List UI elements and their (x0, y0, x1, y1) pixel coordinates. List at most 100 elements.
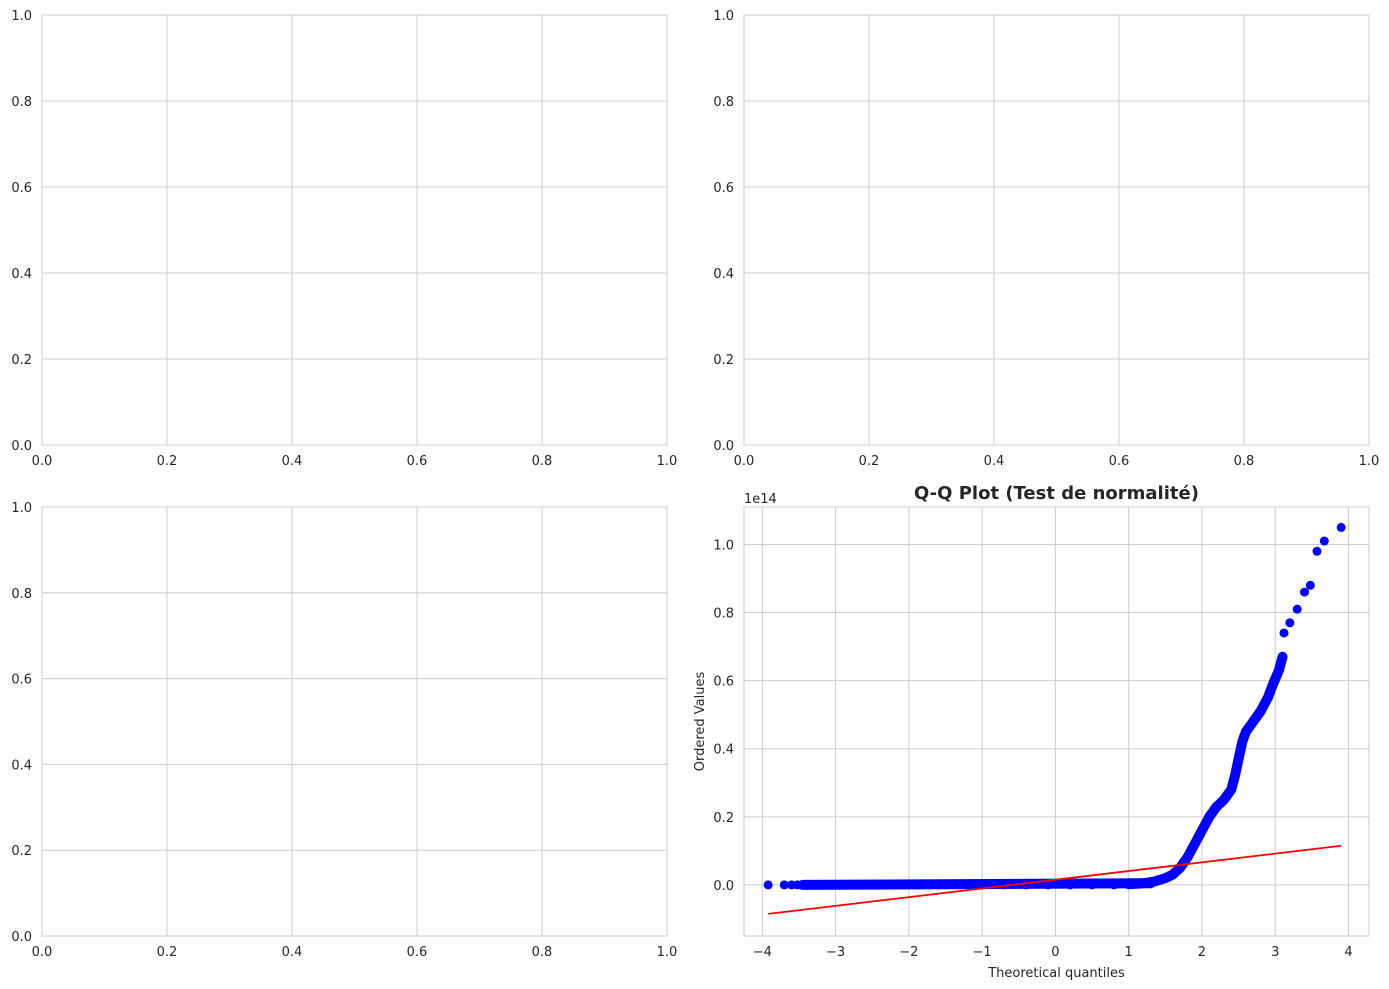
data-point (1182, 853, 1192, 863)
data-point (1168, 870, 1178, 880)
x-axis-label: Theoretical quantiles (987, 966, 1125, 981)
data-point (1138, 878, 1148, 888)
data-point-curve (1123, 651, 1288, 890)
data-point (1109, 880, 1119, 890)
y-tick-label: 0.4 (11, 267, 32, 282)
data-point (1319, 536, 1329, 546)
data-point (1241, 727, 1251, 737)
data-point (1268, 679, 1278, 689)
data-point (1212, 802, 1222, 812)
data-point-band (797, 878, 1156, 890)
data-point (1274, 665, 1284, 675)
subplot-top-left: 0.0 0.2 0.4 0.6 0.8 1.0 0.0 0.2 0.4 0.6 0.8 1.0 (11, 9, 677, 469)
x-tick-label: 0.4 (282, 945, 303, 960)
data-point (1160, 873, 1170, 883)
x-tick-label: 1.0 (657, 454, 678, 469)
data-point (1278, 652, 1288, 662)
x-tick-label: 0.4 (282, 454, 303, 469)
y-offset-label: 1e14 (744, 492, 777, 507)
x-tick-label: 4 (1344, 945, 1352, 960)
x-tick-label: 0.6 (407, 454, 428, 469)
data-point (1219, 795, 1229, 805)
y-tick-label: 1.0 (11, 501, 32, 516)
y-tick-label: 0.6 (713, 675, 734, 690)
x-tick-label: 0.2 (859, 454, 880, 469)
data-point (1292, 604, 1302, 614)
data-point (1124, 879, 1134, 889)
chart-title: Q-Q Plot (Test de normalité) (914, 483, 1199, 504)
x-tick-label: −1 (973, 945, 992, 960)
y-tick-label: 1.0 (713, 9, 734, 24)
data-point (798, 880, 808, 890)
y-tick-label: 0.4 (713, 743, 734, 758)
data-point (1248, 717, 1258, 726)
data-point (1336, 522, 1346, 532)
data-point (1234, 754, 1244, 764)
y-axis-label: Ordered Values (693, 672, 708, 772)
x-tick-label: 0.6 (407, 945, 428, 960)
data-point (1230, 771, 1240, 781)
data-point (889, 880, 899, 890)
data-point (1300, 587, 1310, 597)
x-tick-label: −3 (826, 945, 845, 960)
data-point (1305, 580, 1315, 590)
data-point (1226, 785, 1236, 795)
x-tick-label: 2 (1198, 945, 1206, 960)
data-point (977, 880, 987, 890)
data-point (955, 880, 965, 890)
data-point (867, 880, 877, 890)
x-tick-label: 0.0 (32, 454, 53, 469)
subplot-bottom-left: 0.0 0.2 0.4 0.6 0.8 1.0 0.0 0.2 0.4 0.6 0.8 1.0 (11, 501, 677, 960)
data-point (1087, 880, 1097, 890)
data-point (911, 880, 921, 890)
data-point (809, 880, 819, 890)
data-point (845, 880, 855, 890)
data-point (1021, 880, 1031, 890)
data-point (1263, 693, 1273, 703)
y-tick-label: 1.0 (713, 538, 734, 553)
y-tick-label: 0.6 (11, 181, 32, 196)
y-tick-label: 0.8 (713, 607, 734, 622)
x-tick-label: 0.8 (1234, 454, 1255, 469)
data-point (1237, 737, 1247, 747)
data-point (1279, 628, 1289, 638)
y-tick-label: 0.2 (11, 844, 32, 859)
axes-frame (743, 14, 1370, 446)
y-tick-label: 0.8 (713, 95, 734, 110)
y-tick-label: 0.0 (11, 930, 32, 945)
data-point (1149, 877, 1159, 887)
y-tick-label: 0.4 (713, 267, 734, 282)
x-tick-label: 1.0 (1359, 454, 1380, 469)
x-tick-label: 1 (1125, 945, 1133, 960)
axes-frame (41, 14, 668, 446)
data-point (1190, 839, 1200, 849)
axes-frame (743, 506, 1370, 937)
y-tick-label: 0.2 (713, 811, 734, 826)
x-tick-label: 0.0 (32, 945, 53, 960)
data-point (763, 880, 773, 890)
y-tick-label: 1.0 (11, 9, 32, 24)
data-point (779, 880, 789, 890)
data-point (1204, 812, 1214, 822)
x-tick-label: 0.6 (1109, 454, 1130, 469)
data-point (1197, 825, 1207, 835)
y-tick-label: 0.0 (713, 879, 734, 894)
x-tick-label: −4 (753, 945, 772, 960)
x-tick-label: −2 (899, 945, 918, 960)
x-tick-label: 0 (1051, 945, 1059, 960)
y-tick-label: 0.6 (713, 181, 734, 196)
subplot-top-right: 0.0 0.2 0.4 0.6 0.8 1.0 0.0 0.2 0.4 0.6 0.8 1.0 (713, 9, 1379, 469)
y-tick-label: 0.6 (11, 673, 32, 688)
x-tick-label: 0.2 (157, 454, 178, 469)
data-point (823, 880, 833, 890)
data-point (1256, 706, 1266, 716)
data-point (1065, 880, 1075, 890)
y-tick-label: 0.8 (11, 587, 32, 602)
y-tick-label: 0.0 (11, 439, 32, 454)
y-tick-label: 0.2 (713, 353, 734, 368)
x-tick-label: 0.8 (532, 454, 553, 469)
y-tick-label: 0.4 (11, 758, 32, 773)
x-tick-label: 0.4 (984, 454, 1005, 469)
x-tick-label: 0.0 (734, 454, 755, 469)
